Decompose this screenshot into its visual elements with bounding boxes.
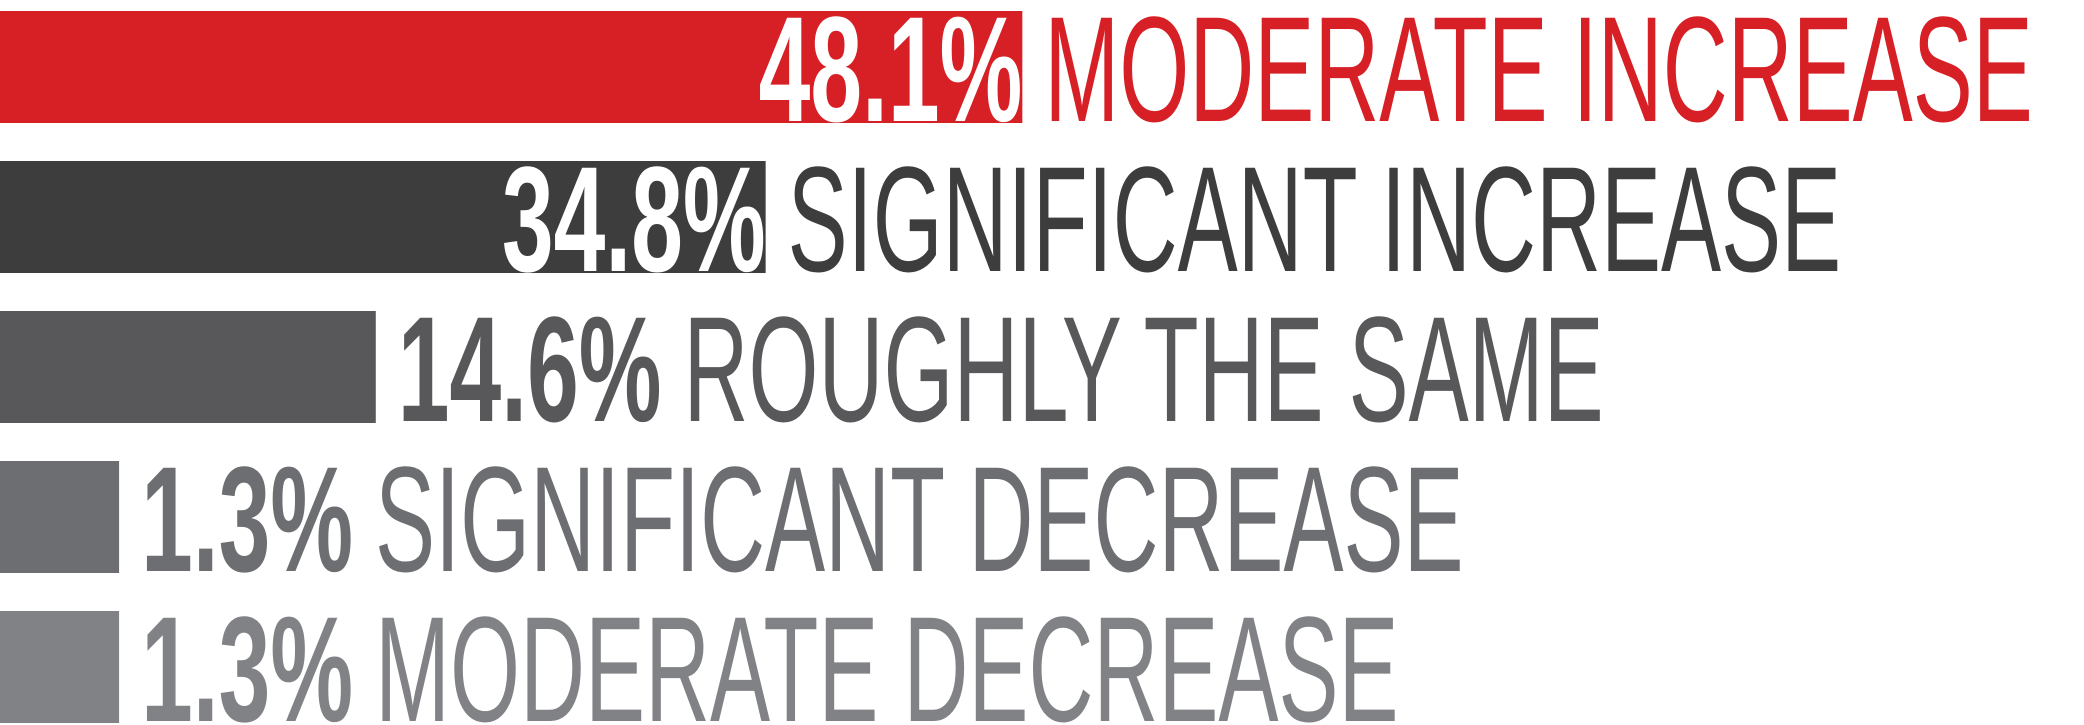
category-label: SIGNIFICANT DECREASE (375, 435, 1464, 603)
value-label: 48.1% (759, 0, 1023, 153)
bar (0, 461, 120, 573)
bar (0, 611, 120, 723)
value-label: 1.3% (141, 585, 353, 725)
value-label: 1.3% (141, 435, 353, 603)
category-label: MODERATE INCREASE (1044, 0, 2032, 153)
bar (0, 11, 1023, 123)
bar (0, 161, 766, 273)
category-label: SIGNIFICANT INCREASE (788, 135, 1842, 303)
category-label: MODERATE DECREASE (375, 585, 1398, 725)
category-label: ROUGHLY THE SAME (683, 285, 1603, 453)
bar (0, 311, 376, 423)
value-label: 34.8% (502, 135, 766, 303)
value-label: 14.6% (398, 285, 662, 453)
